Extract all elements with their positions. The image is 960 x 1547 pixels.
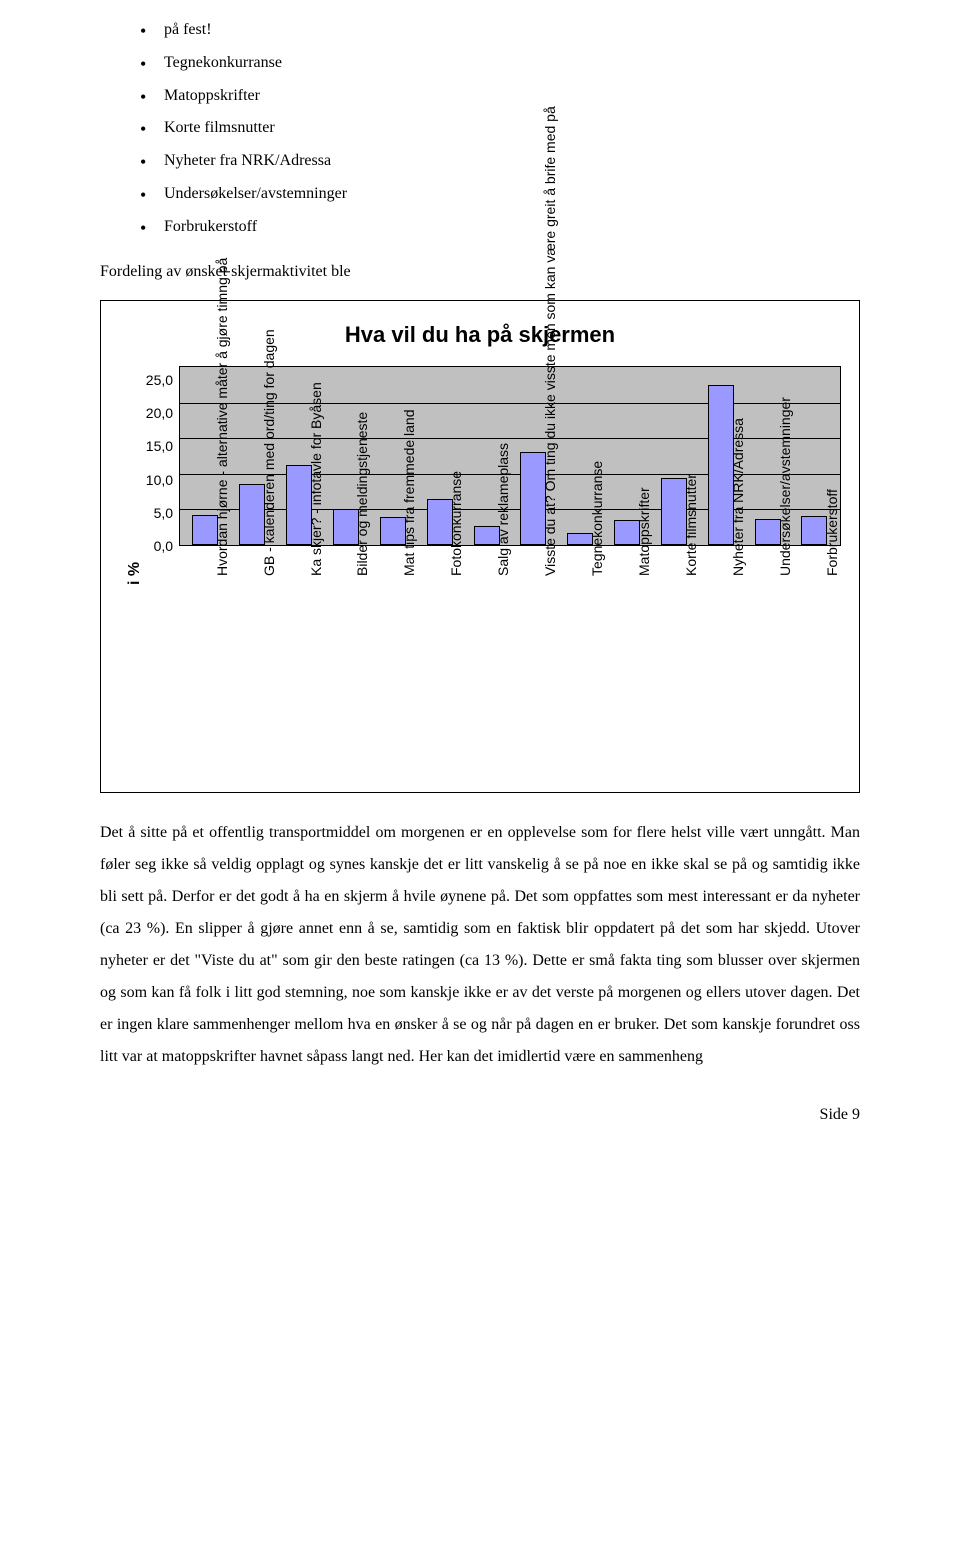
y-tick: 5,0 [146,506,173,520]
chart-bar [474,526,500,545]
bullet-item: Nyheter fra NRK/Adressa [140,151,860,172]
chart-bar [333,509,359,545]
bullet-item: Forbrukerstoff [140,217,860,238]
chart-bar [755,519,781,545]
body-paragraph: Det å sitte på et offentlig transportmid… [100,817,860,1073]
y-tick: 20,0 [146,406,173,420]
chart-bar [567,533,593,545]
chart-container: Hva vil du ha på skjermen i % 25,020,015… [100,300,860,793]
chart-bar [520,452,546,545]
bullet-item: Matoppskrifter [140,86,860,107]
chart-bar [614,520,640,545]
chart-x-labels: Hvordan hjørne - alternative måter å gjø… [179,550,841,780]
bullet-item: på fest! [140,20,860,41]
chart-bar [239,484,265,545]
page-footer: Side 9 [100,1105,860,1126]
bullet-list: på fest! Tegnekonkurranse Matoppskrifter Ko… [100,20,860,238]
x-label: Forbrukerstoff [823,550,960,576]
chart-bar [708,385,734,545]
y-tick: 10,0 [146,473,173,487]
grid-line [180,403,840,404]
y-tick: 0,0 [146,539,173,553]
chart-y-label: i % [119,366,146,780]
chart-bar [661,478,687,545]
bullet-item: Tegnekonkurranse [140,53,860,74]
chart-bar [427,499,453,545]
chart-y-ticks: 25,020,015,010,05,00,0 [146,366,179,546]
chart-bar [801,516,827,545]
chart-bar [380,517,406,545]
chart-bar [192,515,218,545]
bullet-item: Undersøkelser/avstemninger [140,184,860,205]
y-tick: 25,0 [146,373,173,387]
y-tick: 15,0 [146,439,173,453]
bullet-item: Korte filmsnutter [140,118,860,139]
chart-bar [286,465,312,545]
